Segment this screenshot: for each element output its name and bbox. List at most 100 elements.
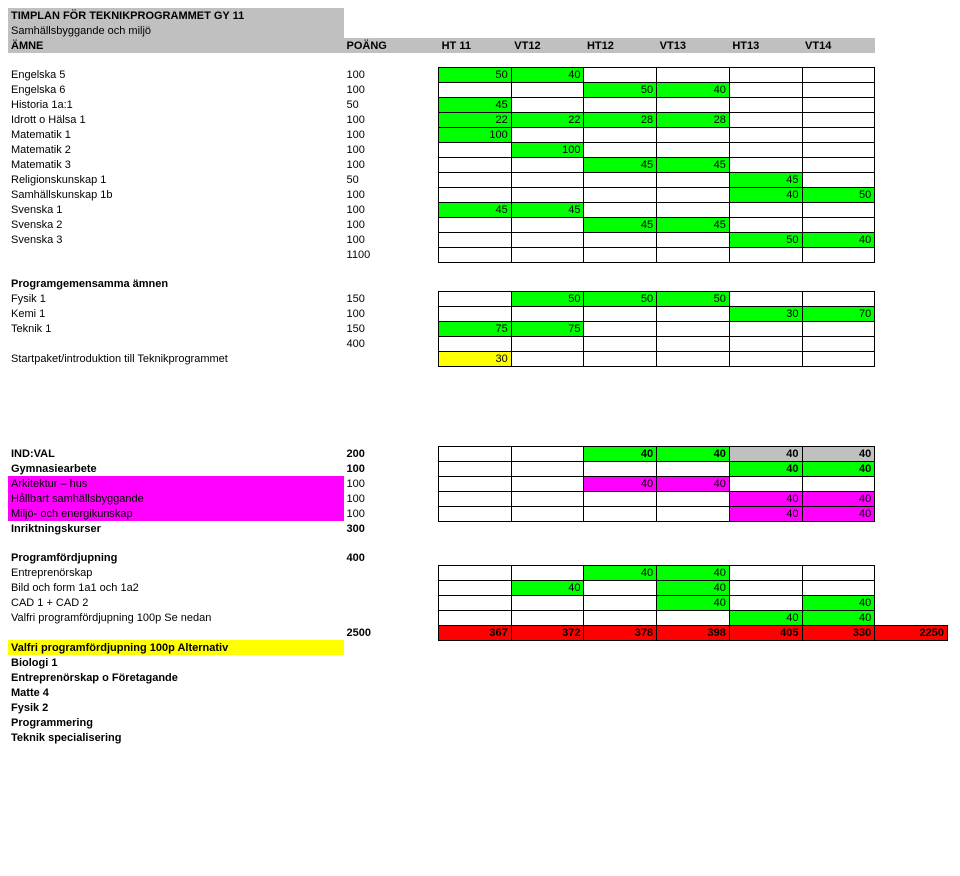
row-poang: 100 (344, 461, 439, 476)
cell (584, 202, 657, 217)
cell (657, 491, 730, 506)
cell: 405 (729, 625, 802, 640)
cell: 22 (439, 112, 512, 127)
row-label: Idrott o Hälsa 1 (8, 112, 344, 127)
cell: 40 (729, 491, 802, 506)
row-poang: 100 (344, 142, 439, 157)
cell (584, 97, 657, 112)
cell (729, 142, 802, 157)
timeplan-table: TIMPLAN FÖR TEKNIKPROGRAMMET GY 11Samhäl… (8, 8, 948, 745)
row-poang: 100 (344, 306, 439, 321)
cell (511, 565, 584, 580)
row-label (8, 625, 344, 640)
row-label: Arkitektur – hus (8, 476, 344, 491)
cell (802, 321, 875, 336)
cell (802, 157, 875, 172)
row-label: Teknik 1 (8, 321, 344, 336)
cell: 45 (657, 217, 730, 232)
cell: 30 (729, 306, 802, 321)
cell: 50 (584, 291, 657, 306)
cell (511, 610, 584, 625)
cell: 40 (802, 595, 875, 610)
row-label: Svenska 1 (8, 202, 344, 217)
cell (802, 127, 875, 142)
section-programgemensamma: Programgemensamma ämnen (8, 276, 344, 291)
cell (657, 336, 730, 351)
cell (657, 461, 730, 476)
cell (511, 157, 584, 172)
cell (729, 82, 802, 97)
row-label: Engelska 6 (8, 82, 344, 97)
cell (511, 306, 584, 321)
cell (657, 321, 730, 336)
cell (439, 565, 512, 580)
cell: 28 (657, 112, 730, 127)
row-label (8, 247, 344, 262)
cell (802, 351, 875, 366)
cell: 40 (511, 580, 584, 595)
cell (802, 142, 875, 157)
cell (729, 112, 802, 127)
row-poang: 50 (344, 97, 439, 112)
row-poang: 100 (344, 82, 439, 97)
row-poang: 2500 (344, 625, 439, 640)
cell (584, 127, 657, 142)
cell (511, 446, 584, 461)
cell (584, 247, 657, 262)
row-label: Inriktningskurser (8, 521, 344, 536)
row-poang: 100 (344, 217, 439, 232)
row-label: Religionskunskap 1 (8, 172, 344, 187)
cell: 50 (802, 187, 875, 202)
cell (729, 476, 802, 491)
cell (802, 97, 875, 112)
cell: 40 (802, 461, 875, 476)
cell (511, 491, 584, 506)
cell (439, 491, 512, 506)
cell (729, 336, 802, 351)
cell: 372 (511, 625, 584, 640)
row-label: Matematik 3 (8, 157, 344, 172)
row-poang (344, 610, 439, 625)
cell: 40 (511, 67, 584, 82)
cell: 378 (584, 625, 657, 640)
cell (657, 127, 730, 142)
cell (657, 610, 730, 625)
cell (802, 565, 875, 580)
cell (657, 97, 730, 112)
cell (439, 157, 512, 172)
cell (802, 67, 875, 82)
cell: 40 (802, 610, 875, 625)
cell (729, 351, 802, 366)
cell (657, 506, 730, 521)
cell: 40 (584, 476, 657, 491)
cell (584, 491, 657, 506)
cell (584, 172, 657, 187)
cell (802, 291, 875, 306)
cell: 30 (439, 351, 512, 366)
cell: 40 (802, 232, 875, 247)
cell (729, 291, 802, 306)
row-label: Kemi 1 (8, 306, 344, 321)
cell (439, 610, 512, 625)
cell (584, 336, 657, 351)
row-label: IND:VAL (8, 446, 344, 461)
row-poang (344, 580, 439, 595)
cell (729, 595, 802, 610)
cell (802, 217, 875, 232)
cell: 40 (729, 461, 802, 476)
cell (729, 565, 802, 580)
cell (657, 306, 730, 321)
cell (729, 580, 802, 595)
cell: 40 (729, 506, 802, 521)
cell (802, 476, 875, 491)
row-poang: 200 (344, 446, 439, 461)
cell (439, 506, 512, 521)
cell: 40 (657, 565, 730, 580)
row-poang: 100 (344, 112, 439, 127)
cell (439, 306, 512, 321)
cell (439, 595, 512, 610)
cell (511, 247, 584, 262)
page-title: TIMPLAN FÖR TEKNIKPROGRAMMET GY 11 (8, 8, 344, 23)
cell (657, 187, 730, 202)
page-subtitle: Samhällsbyggande och miljö (8, 23, 344, 38)
